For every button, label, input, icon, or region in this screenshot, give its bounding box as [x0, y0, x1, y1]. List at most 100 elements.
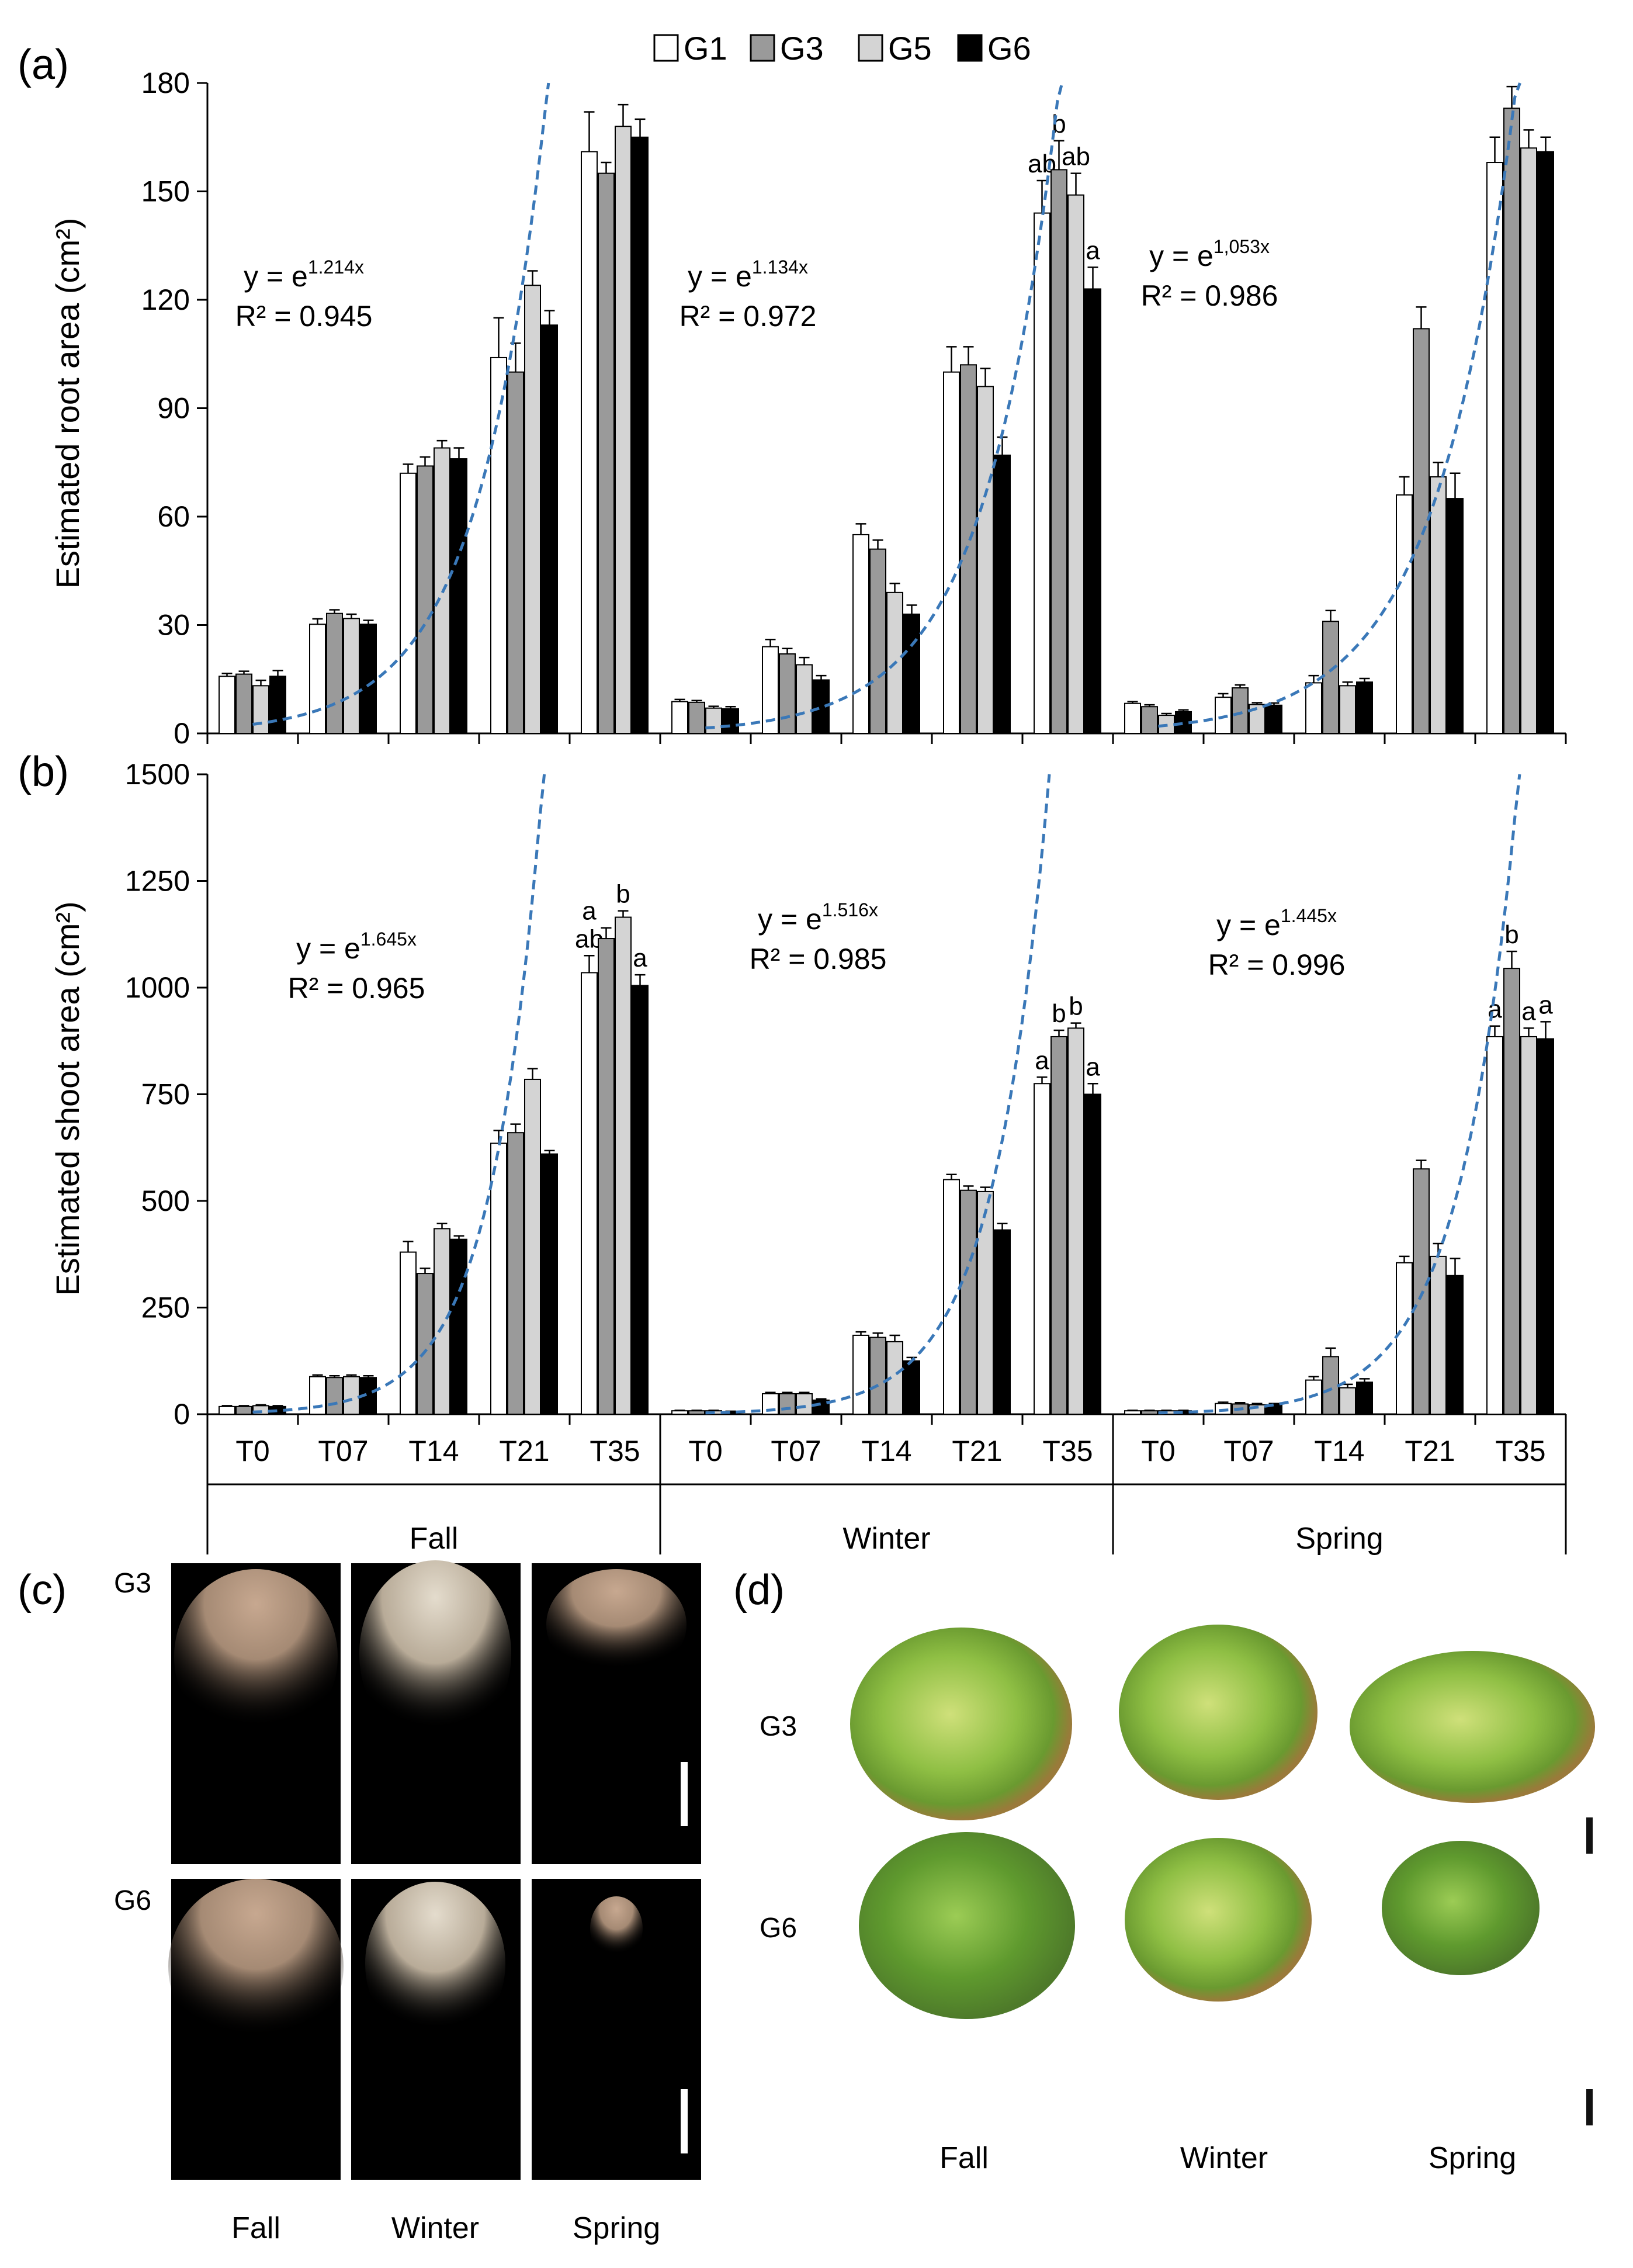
bar-spring-t0-g1 — [1124, 1410, 1141, 1415]
photo-c-col-winter: Winter — [391, 2211, 479, 2245]
legend-label-g6: G6 — [987, 30, 1031, 67]
photo-c-col-spring: Spring — [573, 2211, 660, 2245]
bar-fall-t14-g1 — [400, 472, 417, 734]
bar-spring-t21-g3 — [1413, 328, 1430, 734]
bar-winter-t0-g1 — [671, 1410, 688, 1415]
bar-spring-t21-g3 — [1413, 1168, 1430, 1415]
y-tick-label: 1000 — [125, 971, 190, 1004]
bar-spring-t21-g5 — [1430, 1255, 1447, 1415]
bar-fall-t14-g6 — [450, 458, 467, 734]
panel-a-ylabel: Estimated root area (cm²) — [49, 218, 86, 589]
bar-fall-t21-g5 — [524, 1078, 541, 1415]
bar-winter-t35-g3 — [1050, 1036, 1067, 1415]
x-tick-label-t0: T0 — [1141, 1435, 1175, 1467]
bar-fall-t14-g6 — [450, 1238, 467, 1415]
bar-fall-t0-g6 — [269, 676, 286, 735]
significance-letter: a — [1035, 1046, 1049, 1075]
bar-fall-t21-g6 — [541, 1153, 558, 1415]
x-tick-label-t07: T07 — [1223, 1435, 1274, 1467]
panel-c-label: (c) — [18, 1567, 67, 1613]
root-photos — [168, 1560, 701, 2180]
bar-winter-t21-g6 — [994, 1229, 1011, 1415]
x-tick-label-t21: T21 — [1405, 1435, 1455, 1467]
fit-curve-spring — [1158, 774, 1521, 1415]
panel-b-label: (b) — [18, 749, 69, 795]
x-tick-label-t14: T14 — [1314, 1435, 1364, 1467]
bar-spring-t14-g3 — [1322, 621, 1339, 734]
fit-equation-spring: y = e1.445x — [1216, 905, 1337, 941]
fit-curve-spring — [1158, 82, 1521, 728]
y-tick-label: 1500 — [125, 758, 190, 791]
x-tick-label-t0: T0 — [688, 1435, 722, 1467]
bar-winter-t35-g6 — [1084, 288, 1101, 734]
bar-fall-t07-g3 — [326, 612, 343, 735]
x-tick-label-t21: T21 — [952, 1435, 1002, 1467]
bar-winter-t21-g5 — [977, 1190, 994, 1415]
bar-winter-t21-g3 — [960, 1189, 977, 1415]
photo-c-col-fall: Fall — [231, 2211, 280, 2245]
x-tick-label-t35: T35 — [590, 1435, 640, 1467]
photo-lettuce-g6-spring — [1382, 1841, 1540, 1975]
x-tick-label-t35: T35 — [1495, 1435, 1545, 1467]
bar-fall-t0-g3 — [235, 1405, 252, 1415]
y-tick-label: 0 — [174, 717, 190, 750]
bar-winter-t21-g3 — [960, 364, 977, 734]
bar-winter-t35-g6 — [1084, 1093, 1101, 1415]
scale-bar-d-bottom — [1586, 2089, 1593, 2125]
lettuce-photos — [850, 1625, 1595, 2125]
bar-fall-t21-g5 — [524, 285, 541, 734]
bar-spring-t14-g5 — [1339, 1387, 1356, 1415]
bar-winter-t21-g1 — [943, 371, 960, 734]
bar-spring-t14-g6 — [1356, 681, 1373, 734]
fit-equation-winter: y = e1.516x — [758, 899, 878, 936]
significance-letter: b — [1069, 992, 1083, 1021]
y-tick-label: 750 — [141, 1078, 190, 1111]
fit-equation-fall: y = e1.214x — [244, 257, 364, 293]
bar-fall-t35-g1 — [581, 972, 598, 1415]
photo-lettuce-g6-fall — [859, 1832, 1075, 2019]
bar-winter-t14-g3 — [869, 548, 886, 735]
bar-winter-t14-g1 — [852, 1334, 869, 1415]
bar-winter-t14-g6 — [903, 1360, 920, 1415]
bar-winter-t21-g6 — [994, 454, 1011, 735]
bar-fall-t14-g3 — [417, 465, 434, 735]
bar-fall-t07-g6 — [360, 624, 377, 734]
bar-fall-t07-g1 — [309, 624, 326, 734]
bar-spring-t35-g3 — [1503, 108, 1520, 735]
season-label-spring: Spring — [1295, 1522, 1383, 1556]
photo-d-col-spring: Spring — [1429, 2141, 1516, 2175]
bar-winter-t14-g1 — [852, 534, 869, 735]
bar-winter-t35-g5 — [1067, 1027, 1084, 1415]
bar-spring-t21-g1 — [1396, 494, 1413, 735]
season-label-winter: Winter — [842, 1522, 930, 1556]
y-tick-label: 1250 — [125, 865, 190, 898]
bar-winter-t07-g5 — [796, 1393, 813, 1415]
legend-label-g1: G1 — [684, 30, 727, 67]
bar-winter-t07-g3 — [779, 1393, 796, 1415]
bar-winter-t0-g3 — [688, 1410, 705, 1415]
photo-lettuce-g6-winter — [1125, 1838, 1312, 2002]
bar-fall-t14-g1 — [400, 1251, 417, 1415]
bar-fall-t07-g1 — [309, 1376, 326, 1415]
bar-winter-t35-g3 — [1050, 169, 1067, 734]
bar-fall-t35-g5 — [615, 916, 632, 1415]
significance-letter: b — [1504, 920, 1518, 949]
x-tick-label-t35: T35 — [1042, 1435, 1093, 1467]
bar-spring-t35-g6 — [1537, 151, 1554, 734]
bar-fall-t0-g5 — [252, 685, 269, 735]
bar-winter-t35-g5 — [1067, 194, 1084, 734]
legend: G1 G3 G5 G6 — [653, 30, 1031, 67]
legend-swatch-g1 — [653, 34, 679, 62]
photo-d-col-winter: Winter — [1180, 2141, 1268, 2175]
bar-fall-t35-g6 — [632, 136, 649, 734]
bar-fall-t35-g5 — [615, 126, 632, 735]
bar-spring-t0-g3 — [1141, 706, 1158, 734]
x-axis-categories: T0 T07 T14 T21 T35 Fall T0 T07 T14 T21 T35 Winter T0… — [206, 1414, 1567, 1556]
fit-r2-winter: R² = 0.972 — [679, 300, 817, 333]
bar-fall-t35-g1 — [581, 151, 598, 734]
legend-swatch-g3 — [750, 34, 775, 62]
bar-winter-t21-g5 — [977, 386, 994, 734]
photo-lettuce-g3-fall — [850, 1628, 1072, 1820]
photo-lettuce-g3-spring — [1350, 1651, 1595, 1803]
